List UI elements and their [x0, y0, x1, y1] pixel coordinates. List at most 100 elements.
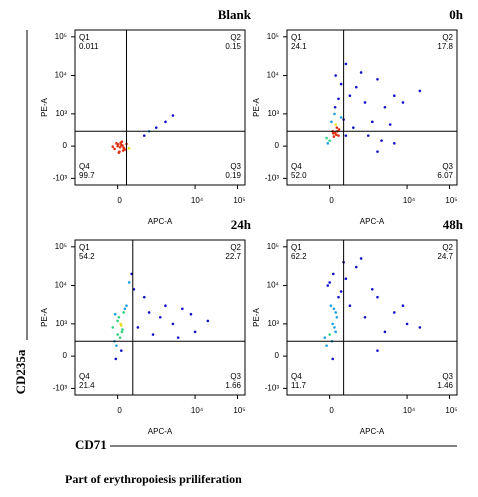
event: [164, 120, 167, 124]
event: [332, 307, 336, 311]
event: [376, 150, 379, 153]
panel-title: 0h: [449, 7, 464, 22]
quadrant-name: Q2: [230, 33, 241, 42]
quadrant-percent: 99.7: [79, 171, 95, 180]
event: [114, 357, 118, 361]
event: [328, 281, 331, 284]
quadrant-percent: 6.07: [437, 171, 453, 180]
event: [354, 85, 358, 89]
event: [121, 149, 125, 152]
y-axis-label: PE-A: [252, 98, 261, 117]
quadrant-percent: 0.19: [225, 171, 241, 180]
x-tick-label: 10⁴: [191, 406, 204, 415]
event: [142, 134, 146, 137]
event: [334, 311, 337, 314]
plot-frame: [74, 239, 246, 396]
quadrant-name: Q1: [79, 243, 90, 252]
event: [111, 145, 115, 148]
event: [344, 277, 348, 281]
event: [418, 326, 422, 329]
event: [337, 295, 340, 299]
y-tick-label: -10³: [265, 173, 280, 182]
event: [405, 322, 409, 326]
quadrant-name: Q2: [230, 243, 241, 252]
event: [348, 94, 352, 98]
y-tick-label: 0: [275, 141, 280, 150]
event: [116, 333, 119, 336]
event: [380, 139, 383, 142]
panel-title: Blank: [218, 7, 252, 22]
x-tick-label: 0: [329, 406, 334, 415]
caption: Part of erythropoiesis priliferation: [65, 472, 242, 486]
event: [339, 116, 343, 119]
event: [121, 144, 124, 147]
event: [113, 147, 116, 151]
event: [122, 311, 125, 314]
quadrant-name: Q4: [79, 162, 90, 171]
event: [334, 330, 337, 334]
plot-frame: [74, 29, 246, 186]
event: [401, 304, 405, 308]
x-tick-label: 0: [117, 406, 122, 415]
quadrant-percent: 22.7: [225, 252, 241, 261]
event: [130, 272, 133, 276]
event: [120, 330, 124, 334]
event: [164, 304, 167, 308]
quadrant-name: Q1: [79, 33, 90, 42]
quadrant-name: Q2: [442, 33, 453, 42]
event: [339, 290, 343, 293]
event: [333, 326, 336, 329]
quadrant-percent: 62.2: [291, 252, 307, 261]
event: [325, 344, 328, 347]
x-tick-label: 0: [117, 196, 122, 205]
event: [117, 315, 121, 319]
y-tick-label: 10⁴: [267, 71, 280, 80]
event: [383, 105, 387, 109]
event: [370, 120, 374, 124]
quadrant-name: Q3: [230, 162, 241, 171]
event: [344, 134, 348, 137]
x-tick-label: 10⁵: [445, 196, 457, 205]
event: [393, 142, 396, 145]
panel-title: 24h: [231, 217, 252, 232]
x-axis-label: APC-A: [148, 427, 173, 436]
event: [334, 123, 337, 126]
event: [116, 143, 120, 146]
event: [352, 126, 355, 129]
event: [330, 120, 333, 124]
event: [158, 315, 162, 319]
event: [363, 315, 367, 319]
event: [125, 304, 128, 308]
event: [333, 112, 336, 116]
event: [376, 295, 379, 299]
event: [331, 272, 335, 276]
quadrant-percent: 0.011: [79, 42, 99, 51]
plot-frame: [286, 29, 458, 186]
event: [181, 307, 184, 311]
y-tick-label: 10⁵: [267, 32, 279, 41]
y-tick-label: 10³: [267, 319, 279, 328]
quadrant-percent: 54.2: [79, 252, 95, 261]
event: [331, 357, 334, 361]
event: [370, 287, 374, 291]
event: [118, 145, 122, 149]
event: [359, 71, 363, 74]
y-tick-label: 0: [63, 351, 68, 360]
event: [333, 105, 337, 109]
event: [193, 330, 197, 334]
x-axis-label: APC-A: [148, 217, 173, 226]
y-tick-label: -10³: [265, 383, 280, 392]
y-tick-label: 0: [275, 351, 280, 360]
event: [325, 136, 328, 140]
y-tick-label: -10³: [53, 383, 68, 392]
event: [120, 140, 124, 143]
y-tick-label: 10⁵: [55, 32, 67, 41]
y-tick-label: 10³: [55, 319, 67, 328]
event: [171, 114, 175, 117]
event: [388, 123, 392, 126]
event: [118, 336, 122, 339]
quadrant-name: Q4: [291, 372, 302, 381]
event: [333, 131, 337, 135]
event: [154, 126, 158, 129]
